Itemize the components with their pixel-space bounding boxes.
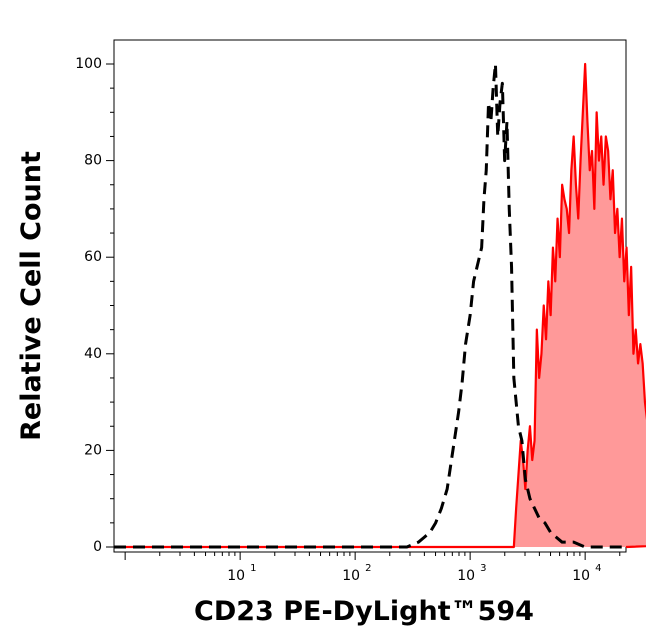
y-tick-label: 40 [84, 346, 102, 362]
x-tick-exponent: 4 [595, 563, 601, 574]
x-tick-label: 10 [572, 568, 590, 584]
x-tick-label: 10 [457, 568, 475, 584]
tick-labels: 020406080100101102103104105 [75, 56, 601, 584]
series-layer [114, 62, 646, 549]
y-tick-label: 100 [75, 56, 102, 72]
series-line-isotype-control [114, 62, 626, 549]
x-tick-exponent: 2 [365, 563, 371, 574]
x-tick-label: 10 [227, 568, 245, 584]
x-tick-exponent: 1 [250, 563, 256, 574]
y-axis-title: Relative Cell Count [16, 151, 47, 441]
axis-ticks [106, 63, 621, 560]
y-tick-label: 20 [84, 442, 102, 458]
x-tick-label: 10 [342, 568, 360, 584]
y-tick-label: 80 [84, 153, 102, 169]
x-tick-exponent: 3 [480, 563, 486, 574]
series-line-CD23-stained [114, 62, 646, 549]
y-tick-label: 0 [93, 539, 102, 555]
y-tick-label: 60 [84, 249, 102, 265]
x-axis-title: CD23 PE-DyLight™594 [194, 596, 534, 627]
